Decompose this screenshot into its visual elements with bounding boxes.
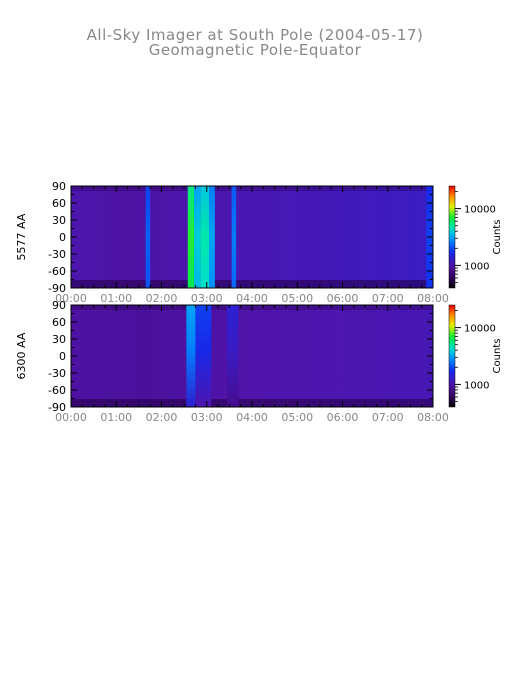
y-tick-label: 60 (52, 316, 66, 329)
x-tick-label: 03:00 (191, 292, 223, 305)
y-tick-label: -30 (48, 367, 66, 380)
x-tick-label: 08:00 (417, 411, 449, 424)
x-tick-label: 02:00 (146, 292, 178, 305)
x-tick-label: 08:00 (417, 292, 449, 305)
heatmap-feature-band (194, 186, 201, 288)
chart-subtitle: Geomagnetic Pole-Equator (148, 41, 362, 59)
heatmap-feature-band (209, 186, 215, 288)
colorbar (448, 185, 456, 289)
x-tick-label: 02:00 (146, 411, 178, 424)
y-tick-label: 90 (52, 180, 66, 193)
colorbar-tick-label: 1000 (464, 261, 489, 272)
y-tick-label: 90 (52, 299, 66, 312)
heatmap-background (71, 186, 433, 288)
colorbar-tick-label: 10000 (464, 324, 496, 335)
colorbar-label: Counts (492, 220, 503, 255)
y-tick-label: 30 (52, 333, 66, 346)
x-tick-label: 06:00 (327, 411, 359, 424)
y-tick-label: -60 (48, 265, 66, 278)
heatmap-background (71, 305, 433, 407)
y-tick-label: -90 (48, 401, 66, 414)
heatmap-feature-band (200, 186, 210, 288)
y-tick-label: -30 (48, 248, 66, 261)
colorbar-label: Counts (492, 339, 503, 374)
y-axis-label: 5577 AA (15, 213, 28, 260)
chart-title: All-Sky Imager at South Pole (2004-05-17… (86, 26, 424, 44)
x-tick-label: 07:00 (372, 292, 404, 305)
heatmap-feature-band (227, 305, 239, 407)
heatmap-feature-band (145, 186, 151, 288)
x-tick-label: 00:00 (55, 411, 87, 424)
x-tick-label: 04:00 (236, 292, 268, 305)
y-tick-label: -60 (48, 384, 66, 397)
x-tick-label: 03:00 (191, 411, 223, 424)
x-tick-label: 05:00 (281, 411, 313, 424)
x-tick-label: 04:00 (236, 411, 268, 424)
colorbar (448, 304, 456, 408)
x-tick-label: 00:00 (55, 292, 87, 305)
x-tick-label: 07:00 (372, 411, 404, 424)
y-tick-label: 30 (52, 214, 66, 227)
colorbar-tick-label: 1000 (464, 380, 489, 391)
y-tick-label: 0 (59, 231, 66, 244)
panel-2: 00:00 01:00 02:00 03:00 04:00 05:00 06:00 07:00… (15, 299, 503, 424)
heatmap-feature-band (186, 305, 196, 407)
y-tick-label: 60 (52, 197, 66, 210)
x-tick-label: 06:00 (327, 292, 359, 305)
y-axis-label: 6300 AA (15, 332, 28, 379)
colorbar-tick-label: 10000 (464, 205, 496, 216)
heatmap-feature-band (195, 305, 212, 407)
x-tick-label: 05:00 (281, 292, 313, 305)
y-tick-label: 0 (59, 350, 66, 363)
x-tick-label: 01:00 (100, 292, 132, 305)
y-tick-label: -90 (48, 282, 66, 295)
heatmap-feature-band (187, 186, 195, 288)
x-tick-label: 01:00 (100, 411, 132, 424)
panel-1: 00:00 01:00 02:00 03:00 04:00 05:00 06:00 07:00… (15, 180, 503, 305)
heatmap-feature-band (231, 186, 237, 288)
